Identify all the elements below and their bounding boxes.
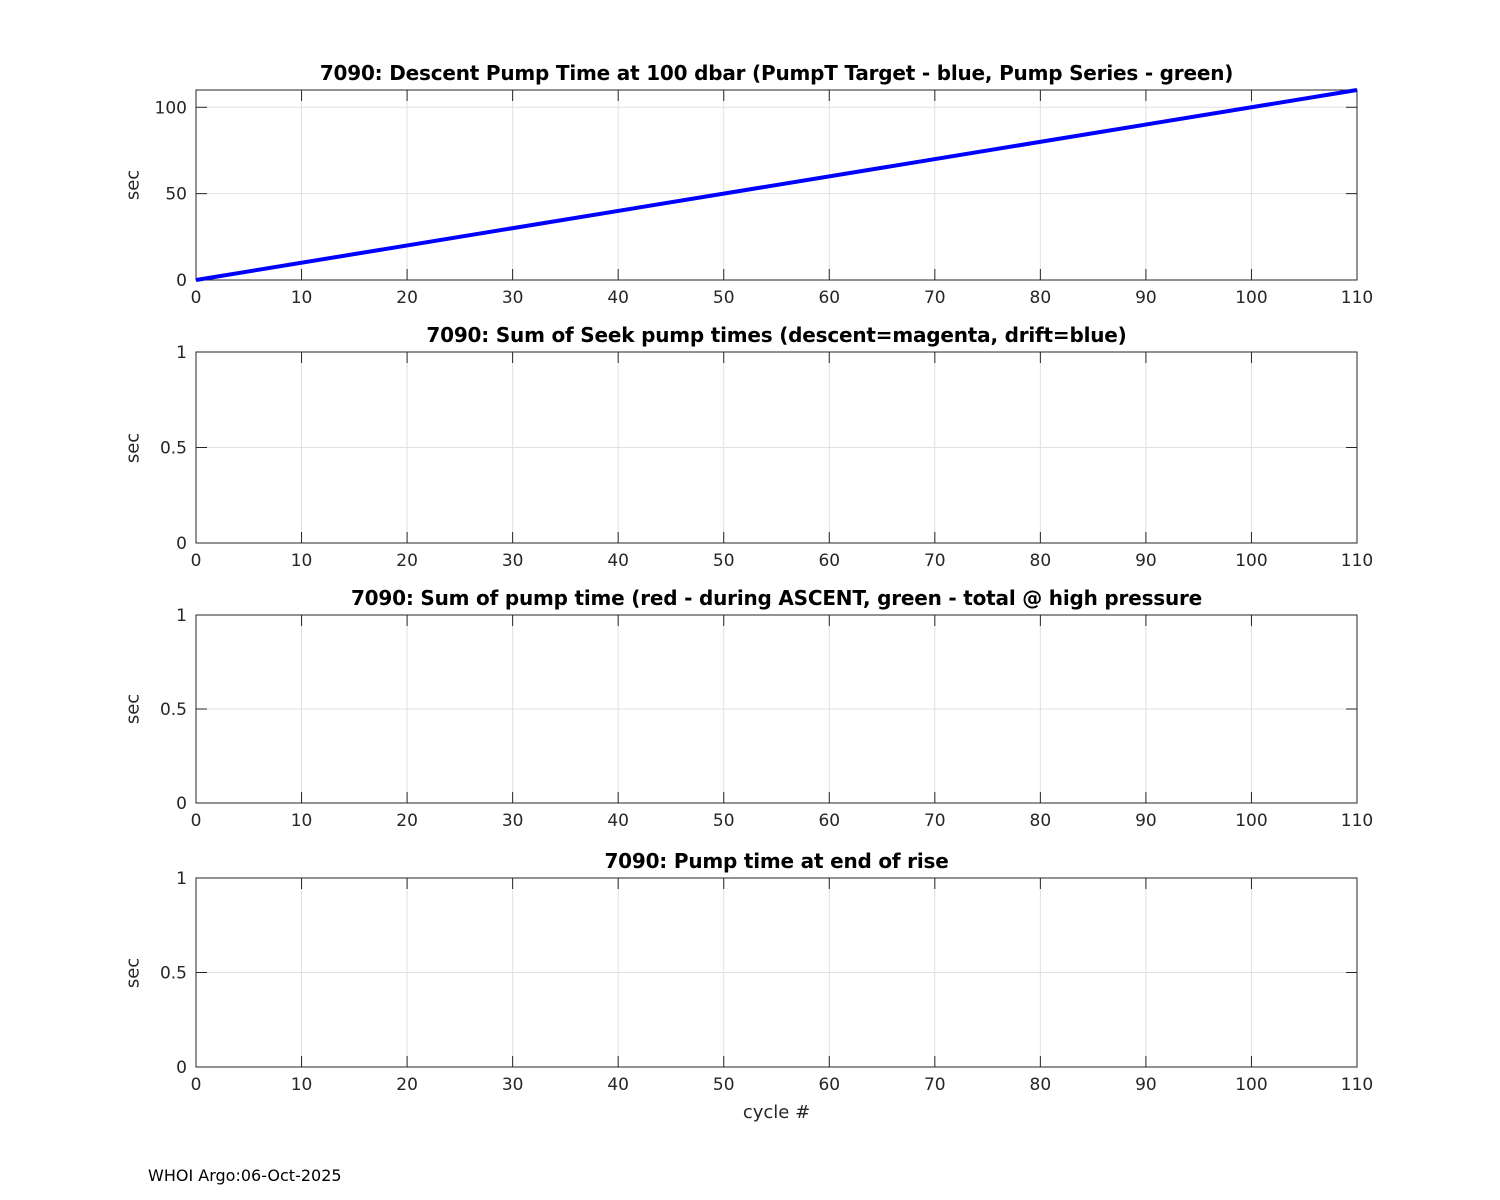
- y-tick-label: 50: [165, 185, 187, 205]
- x-tick-label: 90: [1135, 288, 1157, 308]
- x-tick-label: 80: [1030, 288, 1052, 308]
- y-tick-label: 0: [176, 794, 187, 814]
- x-tick-label: 60: [818, 1075, 840, 1095]
- x-tick-label: 20: [396, 551, 418, 571]
- x-tick-label: 70: [924, 288, 946, 308]
- x-tick-label: 0: [191, 551, 202, 571]
- x-tick-label: 80: [1030, 1075, 1052, 1095]
- subplot-4-title: 7090: Pump time at end of rise: [604, 849, 949, 873]
- x-tick-label: 40: [607, 811, 629, 831]
- x-tick-label: 60: [818, 551, 840, 571]
- x-tick-label: 70: [924, 811, 946, 831]
- x-tick-label: 110: [1341, 551, 1373, 571]
- y-tick-label: 1: [176, 343, 187, 363]
- x-tick-label: 60: [818, 811, 840, 831]
- x-tick-label: 20: [396, 811, 418, 831]
- x-tick-label: 80: [1030, 811, 1052, 831]
- x-tick-label: 20: [396, 288, 418, 308]
- x-tick-label: 40: [607, 288, 629, 308]
- x-tick-label: 40: [607, 1075, 629, 1095]
- x-tick-label: 0: [191, 811, 202, 831]
- x-tick-label: 90: [1135, 811, 1157, 831]
- x-tick-label: 90: [1135, 551, 1157, 571]
- x-tick-label: 100: [1235, 288, 1267, 308]
- x-tick-label: 30: [502, 288, 524, 308]
- subplot-3-ylabel: sec: [122, 693, 144, 725]
- x-tick-label: 50: [713, 1075, 735, 1095]
- x-tick-label: 30: [502, 811, 524, 831]
- data-line: [195, 88, 1358, 282]
- x-tick-label: 10: [291, 551, 313, 571]
- x-tick-label: 50: [713, 288, 735, 308]
- x-tick-label: 10: [291, 288, 313, 308]
- x-tick-label: 100: [1235, 811, 1267, 831]
- y-tick-label: 1: [176, 869, 187, 889]
- subplot-3-title: 7090: Sum of pump time (red - during ASC…: [350, 586, 1203, 610]
- subplot-1-title: 7090: Descent Pump Time at 100 dbar (Pum…: [319, 61, 1234, 85]
- x-tick-label: 10: [291, 811, 313, 831]
- subplot-1-ylabel: sec: [122, 169, 144, 201]
- axes-box: [195, 89, 1358, 281]
- x-tick-label: 90: [1135, 1075, 1157, 1095]
- x-tick-label: 50: [713, 811, 735, 831]
- x-tick-label: 80: [1030, 551, 1052, 571]
- x-tick-label: 100: [1235, 551, 1267, 571]
- y-tick-label: 0.5: [160, 964, 187, 984]
- y-tick-label: 0: [176, 534, 187, 554]
- x-tick-label: 100: [1235, 1075, 1267, 1095]
- x-tick-label: 20: [396, 1075, 418, 1095]
- x-tick-label: 110: [1341, 811, 1373, 831]
- x-tick-label: 60: [818, 288, 840, 308]
- x-tick-label: 70: [924, 551, 946, 571]
- x-tick-label: 40: [607, 551, 629, 571]
- x-tick-label: 10: [291, 1075, 313, 1095]
- x-tick-label: 0: [191, 288, 202, 308]
- y-tick-label: 0: [176, 1058, 187, 1078]
- y-tick-label: 0.5: [160, 439, 187, 459]
- x-axis-label: cycle #: [742, 1102, 811, 1123]
- x-tick-label: 0: [191, 1075, 202, 1095]
- x-tick-label: 30: [502, 1075, 524, 1095]
- x-tick-label: 50: [713, 551, 735, 571]
- y-tick-label: 0.5: [160, 700, 187, 720]
- subplot-4-ylabel: sec: [122, 957, 144, 989]
- x-tick-label: 30: [502, 551, 524, 571]
- footer-stamp: WHOI Argo:06-Oct-2025: [148, 1166, 342, 1185]
- x-tick-label: 110: [1341, 288, 1373, 308]
- y-tick-label: 0: [176, 271, 187, 291]
- y-tick-label: 100: [155, 98, 187, 118]
- x-tick-label: 70: [924, 1075, 946, 1095]
- subplot-2-ylabel: sec: [122, 432, 144, 464]
- subplot-2-title: 7090: Sum of Seek pump times (descent=ma…: [426, 323, 1127, 347]
- x-tick-label: 110: [1341, 1075, 1373, 1095]
- y-tick-label: 1: [176, 606, 187, 626]
